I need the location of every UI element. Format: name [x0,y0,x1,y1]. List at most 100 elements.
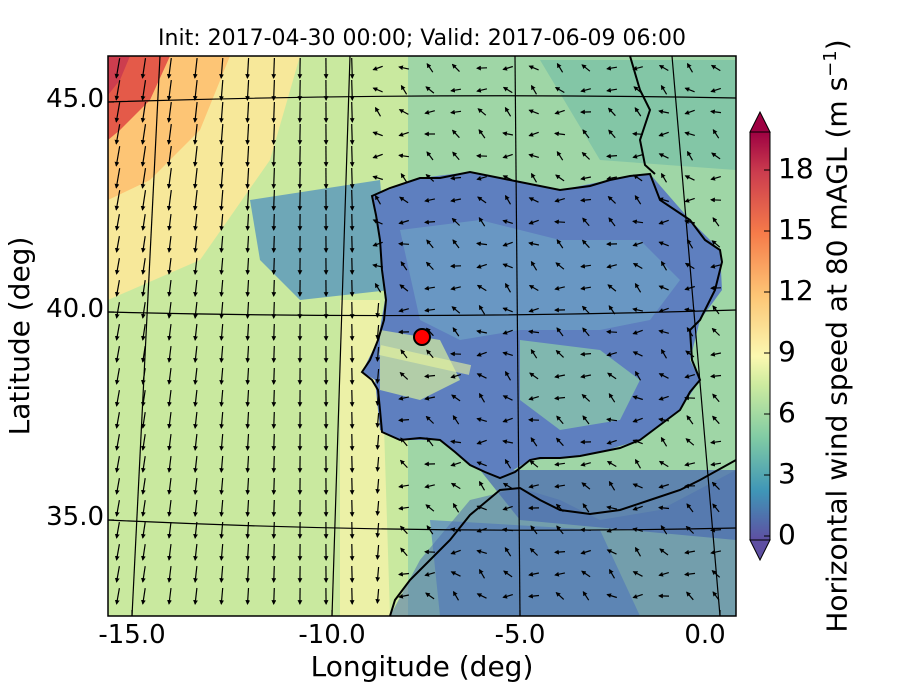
wind-arrow [245,235,251,253]
wind-arrow [686,326,694,337]
wind-arrow [660,172,668,183]
wind-arrow [424,307,435,313]
wind-arrow [711,570,721,578]
wind-arrow [452,151,460,161]
wind-arrow [606,175,618,181]
wind-arrow [451,217,461,226]
wind-arrow [398,417,410,423]
wind-arrow [633,86,643,94]
wind-arrow [476,461,487,467]
wind-arrow [478,392,486,403]
wind-arrow [375,346,381,362]
wind-arrow [554,198,565,203]
wind-arrow [504,194,512,205]
wind-arrow [400,349,408,359]
wind-arrow [711,152,721,160]
wind-arrow [634,107,642,117]
wind-arrow [452,502,460,513]
wind-arrow [684,219,696,225]
wind-arrow [528,284,539,292]
wind-arrow [555,591,565,600]
wind-arrow [581,239,590,249]
wind-arrow [477,196,487,204]
wind-arrow [245,123,251,145]
wind-arrow [219,499,225,517]
wind-arrow [528,307,539,313]
wind-arrow [554,549,566,555]
wind-arrow [658,64,669,72]
wind-arrow [271,323,277,341]
wind-arrow [141,280,146,297]
wind-arrow [424,285,435,291]
wind-arrow [450,197,462,203]
wind-arrow [219,543,225,561]
wind-arrow [476,284,487,292]
wind-arrow [167,522,172,539]
wind-arrow [114,323,120,341]
wind-arrow [140,146,147,167]
wind-arrow [608,217,616,227]
wind-arrow [193,521,198,539]
wind-arrow [504,458,512,469]
wind-arrow [141,500,146,517]
wind-arrow [528,153,539,158]
wind-arrow [554,109,565,115]
wind-arrow [684,285,695,291]
wind-arrow [660,84,668,95]
wind-arrow [710,87,721,93]
wind-arrow [632,154,643,159]
wind-arrow [710,351,722,357]
wind-arrow [632,262,643,270]
wind-arrow [502,175,513,181]
wind-arrow [556,62,564,73]
wind-arrow [502,307,513,313]
wind-arrow [114,80,121,101]
wind-arrow [193,257,198,275]
colorbar-tick-18: 18 [778,152,814,185]
wind-arrow [193,367,198,385]
wind-arrow [400,437,408,447]
wind-arrow [450,374,461,379]
wind-arrow [684,461,696,467]
wind-arrow [219,565,225,583]
wind-arrow [375,544,381,560]
wind-arrow [528,65,539,71]
wind-arrow [606,439,617,445]
wind-arrow [399,459,408,469]
wind-arrow [710,64,721,72]
wind-arrow [528,131,539,137]
wind-arrow [528,483,539,489]
wind-arrow [349,79,355,101]
wind-arrow [372,241,383,247]
wind-arrow [476,527,487,533]
wind-arrow [632,571,643,577]
wind-arrow [451,129,460,139]
wind-arrow [632,439,643,445]
wind-arrow [710,109,722,115]
wind-arrow [502,505,513,511]
wind-arrow [375,368,381,384]
wind-arrow [114,257,120,275]
wind-arrow [426,239,434,249]
wind-arrow [166,58,172,79]
wind-arrow [166,190,172,211]
wind-arrow [476,351,487,357]
wind-arrow [684,175,695,181]
wind-arrow [504,546,512,557]
wind-arrow [140,168,147,189]
wind-arrow [528,197,539,203]
wind-arrow [375,478,381,494]
wind-arrow [606,153,618,159]
wind-arrow [632,131,644,137]
wind-arrow [502,86,513,94]
wind-arrow [399,371,409,380]
wind-arrow [658,285,669,291]
wind-arrow [375,412,381,428]
wind-arrow [658,219,669,225]
wind-arrow [167,500,172,517]
wind-arrow [554,285,565,291]
wind-arrow [400,261,408,271]
wind-arrow [375,566,381,582]
wind-arrow [399,196,409,204]
wind-arrow [219,101,224,123]
